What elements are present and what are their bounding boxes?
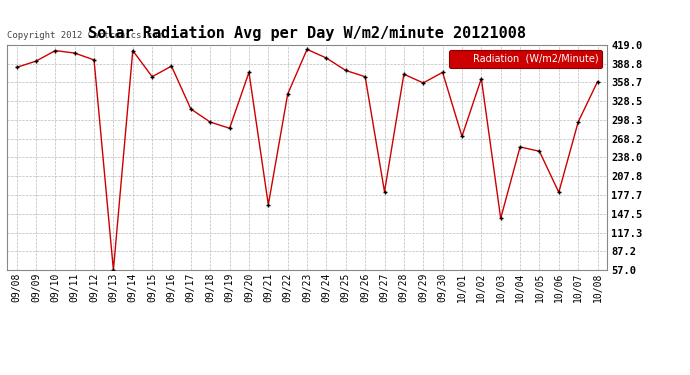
Point [553,189,564,195]
Point [359,74,371,80]
Legend: Radiation  (W/m2/Minute): Radiation (W/m2/Minute) [449,50,602,68]
Point [321,55,332,61]
Point [50,48,61,54]
Point [515,144,526,150]
Point [146,74,157,80]
Point [398,71,409,77]
Point [108,267,119,273]
Point [340,68,351,74]
Text: Copyright 2012 Cartronics.com: Copyright 2012 Cartronics.com [7,32,163,40]
Point [205,119,216,125]
Point [534,148,545,154]
Point [69,50,80,56]
Point [302,46,313,53]
Point [282,91,293,97]
Point [476,76,487,82]
Point [30,58,41,64]
Point [186,106,197,112]
Point [166,63,177,69]
Point [11,64,22,70]
Point [437,69,448,75]
Point [127,48,138,54]
Point [263,202,274,208]
Point [495,215,506,221]
Point [573,119,584,125]
Point [88,57,99,63]
Point [379,189,390,195]
Point [592,79,603,85]
Point [224,125,235,131]
Point [457,134,468,140]
Title: Solar Radiation Avg per Day W/m2/minute 20121008: Solar Radiation Avg per Day W/m2/minute … [88,25,526,41]
Point [244,69,255,75]
Point [417,80,428,86]
